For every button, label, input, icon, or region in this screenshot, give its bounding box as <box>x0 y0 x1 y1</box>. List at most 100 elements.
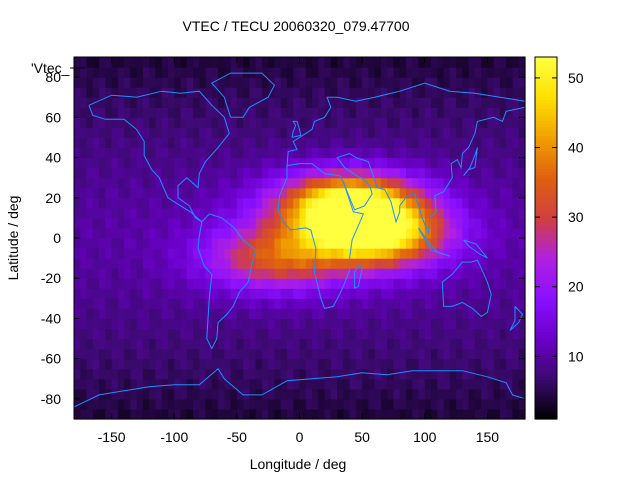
heatmap-cell <box>424 127 432 139</box>
heatmap-cell <box>274 318 282 330</box>
heatmap-cell <box>86 207 94 219</box>
heatmap-cell <box>412 177 420 189</box>
heatmap-cell <box>443 408 451 420</box>
heatmap-cell <box>255 227 263 239</box>
colorbar-swatch <box>535 144 557 149</box>
heatmap-cell <box>293 117 301 128</box>
heatmap-cell <box>186 378 194 390</box>
heatmap-cell <box>199 348 207 360</box>
heatmap-cell <box>255 147 263 159</box>
heatmap-cell <box>493 97 501 108</box>
heatmap-cell <box>99 288 106 299</box>
coastline-path <box>463 239 488 259</box>
heatmap-cell <box>136 258 144 269</box>
heatmap-cell <box>349 348 357 360</box>
heatmap-cell <box>405 227 413 239</box>
heatmap-cell <box>437 67 445 78</box>
heatmap-cell <box>512 408 520 420</box>
heatmap-cell <box>349 308 357 320</box>
heatmap-cell <box>193 117 200 128</box>
heatmap-cell <box>449 67 457 78</box>
heatmap-cell <box>92 127 100 139</box>
colorbar-swatch <box>535 265 557 269</box>
heatmap-cell <box>167 187 175 199</box>
heatmap-cell <box>255 368 263 380</box>
heatmap-cell <box>318 67 326 78</box>
heatmap-cell <box>424 197 432 209</box>
heatmap-cell <box>337 378 344 390</box>
heatmap-cell <box>293 368 301 380</box>
heatmap-cell <box>142 348 150 360</box>
heatmap-cell <box>512 147 520 159</box>
heatmap-cell <box>149 197 157 209</box>
heatmap-cell <box>167 258 175 269</box>
heatmap-cell <box>105 207 113 219</box>
heatmap-cell <box>86 298 94 309</box>
heatmap-cell <box>111 378 119 390</box>
heatmap-cell <box>506 268 514 279</box>
heatmap-cell <box>286 107 294 118</box>
heatmap-cell <box>337 117 344 128</box>
heatmap-cell <box>424 338 432 350</box>
heatmap-cell <box>424 378 432 390</box>
heatmap-cell <box>418 197 426 209</box>
heatmap-cell <box>167 388 175 400</box>
heatmap-cell <box>493 268 501 279</box>
colorbar-swatch <box>535 286 557 290</box>
heatmap-cell <box>499 238 507 249</box>
heatmap-cell <box>468 258 476 269</box>
heatmap-cell <box>142 207 150 219</box>
heatmap-cell <box>74 147 81 159</box>
heatmap-cell <box>111 137 119 149</box>
heatmap-cell <box>349 238 357 249</box>
heatmap-cell <box>449 207 457 219</box>
heatmap-cell <box>512 167 520 179</box>
heatmap-cell <box>456 368 463 380</box>
heatmap-cell <box>142 398 150 410</box>
heatmap-cell <box>305 67 313 78</box>
heatmap-cell <box>493 227 501 239</box>
heatmap-cell <box>105 388 113 400</box>
heatmap-cell <box>399 338 407 350</box>
heatmap-cell <box>437 258 445 269</box>
colorbar-swatch <box>535 292 557 296</box>
heatmap-cell <box>255 207 263 219</box>
heatmap-cell <box>205 107 213 118</box>
heatmap-cell <box>155 147 163 159</box>
heatmap-cell <box>261 97 269 108</box>
heatmap-cell <box>199 147 207 159</box>
heatmap-cell <box>142 67 150 78</box>
heatmap-cell <box>481 278 489 289</box>
heatmap-cell <box>462 217 470 229</box>
heatmap-cell <box>230 348 238 360</box>
heatmap-cell <box>418 238 426 249</box>
heatmap-cell <box>474 338 482 350</box>
heatmap-cell <box>149 187 157 199</box>
heatmap-cell <box>437 238 445 249</box>
heatmap-cell <box>418 308 426 320</box>
heatmap-cell <box>318 398 326 410</box>
heatmap-cell <box>399 288 407 299</box>
heatmap-cell <box>174 378 182 390</box>
heatmap-cell <box>117 318 125 330</box>
colorbar-swatch <box>535 364 557 369</box>
heatmap-cell <box>261 227 269 239</box>
heatmap-cell <box>374 258 382 269</box>
heatmap-cell <box>456 348 463 360</box>
heatmap-cell <box>337 268 344 279</box>
heatmap-cell <box>462 57 470 68</box>
heatmap-cell <box>249 117 257 128</box>
heatmap-cell <box>224 97 232 108</box>
heatmap-cell <box>362 117 370 128</box>
colorbar-swatch <box>535 114 557 118</box>
heatmap-cell <box>493 248 501 259</box>
heatmap-cell <box>230 207 238 219</box>
heatmap-cell <box>105 147 113 159</box>
heatmap-cell <box>174 238 182 249</box>
heatmap-cell <box>274 77 282 88</box>
heatmap-cell <box>230 227 238 239</box>
heatmap-cell <box>236 248 244 259</box>
heatmap-cell <box>130 388 138 400</box>
heatmap-cell <box>487 278 495 289</box>
heatmap-cell <box>117 378 125 390</box>
